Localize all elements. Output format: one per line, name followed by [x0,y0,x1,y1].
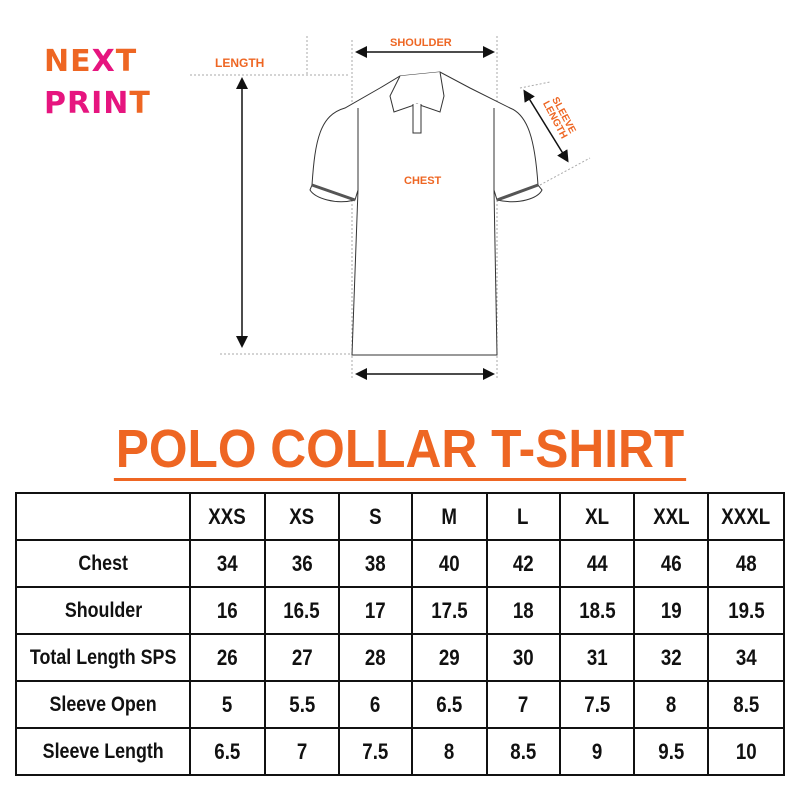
brand-logo-print: PRINT [44,86,151,121]
table-row: Sleeve Length 6.5 7 7.5 8 8.5 9 9.5 10 [14,727,785,776]
shoulder-label: SHOULDER [390,37,452,49]
row-label: Chest [14,539,192,588]
size-header: XXXL [707,492,785,541]
table-cell: 6.5 [189,727,266,776]
table-cell: 29 [411,633,488,682]
table-cell: 27 [263,633,340,682]
row-label: Shoulder [14,586,192,635]
table-cell: 42 [485,539,561,588]
table-cell: 31 [558,633,636,682]
table-row: Shoulder 16 16.5 17 17.5 18 18.5 19 19.5 [14,586,785,635]
table-cell: 36 [263,539,340,588]
size-chart-table: XXS XS S M L XL XXL XXXL Chest 34 36 38 40 42… [14,492,785,776]
table-cell: 48 [707,539,785,588]
size-header: XXS [189,492,266,541]
table-cell: 17.5 [411,586,488,635]
length-label: LENGTH [215,56,265,70]
table-row: Sleeve Open 5 5.5 6 6.5 7 7.5 8 8.5 [14,680,785,729]
size-header: XXL [633,492,710,541]
table-cell: 8 [633,680,710,729]
table-cell: 18 [485,586,561,635]
table-cell: 17 [337,586,414,635]
table-cell: 7 [263,727,340,776]
row-label: Sleeve Open [14,680,192,729]
size-header: XS [263,492,340,541]
page-title: POLO COLLAR T-SHIRT [113,419,687,481]
table-cell: 26 [189,633,266,682]
table-cell: 16.5 [263,586,340,635]
table-cell: 5.5 [263,680,340,729]
table-cell: 44 [558,539,636,588]
table-cell: 8 [411,727,488,776]
table-cell: 6.5 [411,680,488,729]
table-cell: 34 [707,633,785,682]
table-cell: 8.5 [707,680,785,729]
table-row: Total Length SPS 26 27 28 29 30 31 32 34 [14,633,785,682]
chest-label: CHEST [404,175,442,187]
table-header-row: XXS XS S M L XL XXL XXXL [14,492,785,541]
table-cell: 5 [189,680,266,729]
row-label: Total Length SPS [14,633,192,682]
table-cell: 9.5 [633,727,710,776]
table-cell: 19 [633,586,710,635]
table-cell: 7 [485,680,561,729]
table-cell: 10 [707,727,785,776]
table-cell: 38 [337,539,414,588]
table-cell: 28 [337,633,414,682]
polo-shirt-diagram [190,36,591,380]
row-label: Sleeve Length [14,727,192,776]
table-cell: 32 [633,633,710,682]
size-header: XL [558,492,636,541]
table-cell: 8.5 [485,727,561,776]
table-cell: 16 [189,586,266,635]
table-cell: 7.5 [337,727,414,776]
brand-logo-next: NEXT [44,44,138,79]
size-header: M [411,492,488,541]
table-cell: 9 [558,727,636,776]
size-header: S [337,492,414,541]
table-cell: 40 [411,539,488,588]
table-cell: 34 [189,539,266,588]
table-cell: 7.5 [558,680,636,729]
table-row: Chest 34 36 38 40 42 44 46 48 [14,539,785,588]
table-cell: 19.5 [707,586,785,635]
table-cell: 46 [633,539,710,588]
table-cell: 6 [337,680,414,729]
table-cell: 18.5 [558,586,636,635]
table-corner-cell [14,492,192,541]
table-cell: 30 [485,633,561,682]
size-header: L [485,492,561,541]
